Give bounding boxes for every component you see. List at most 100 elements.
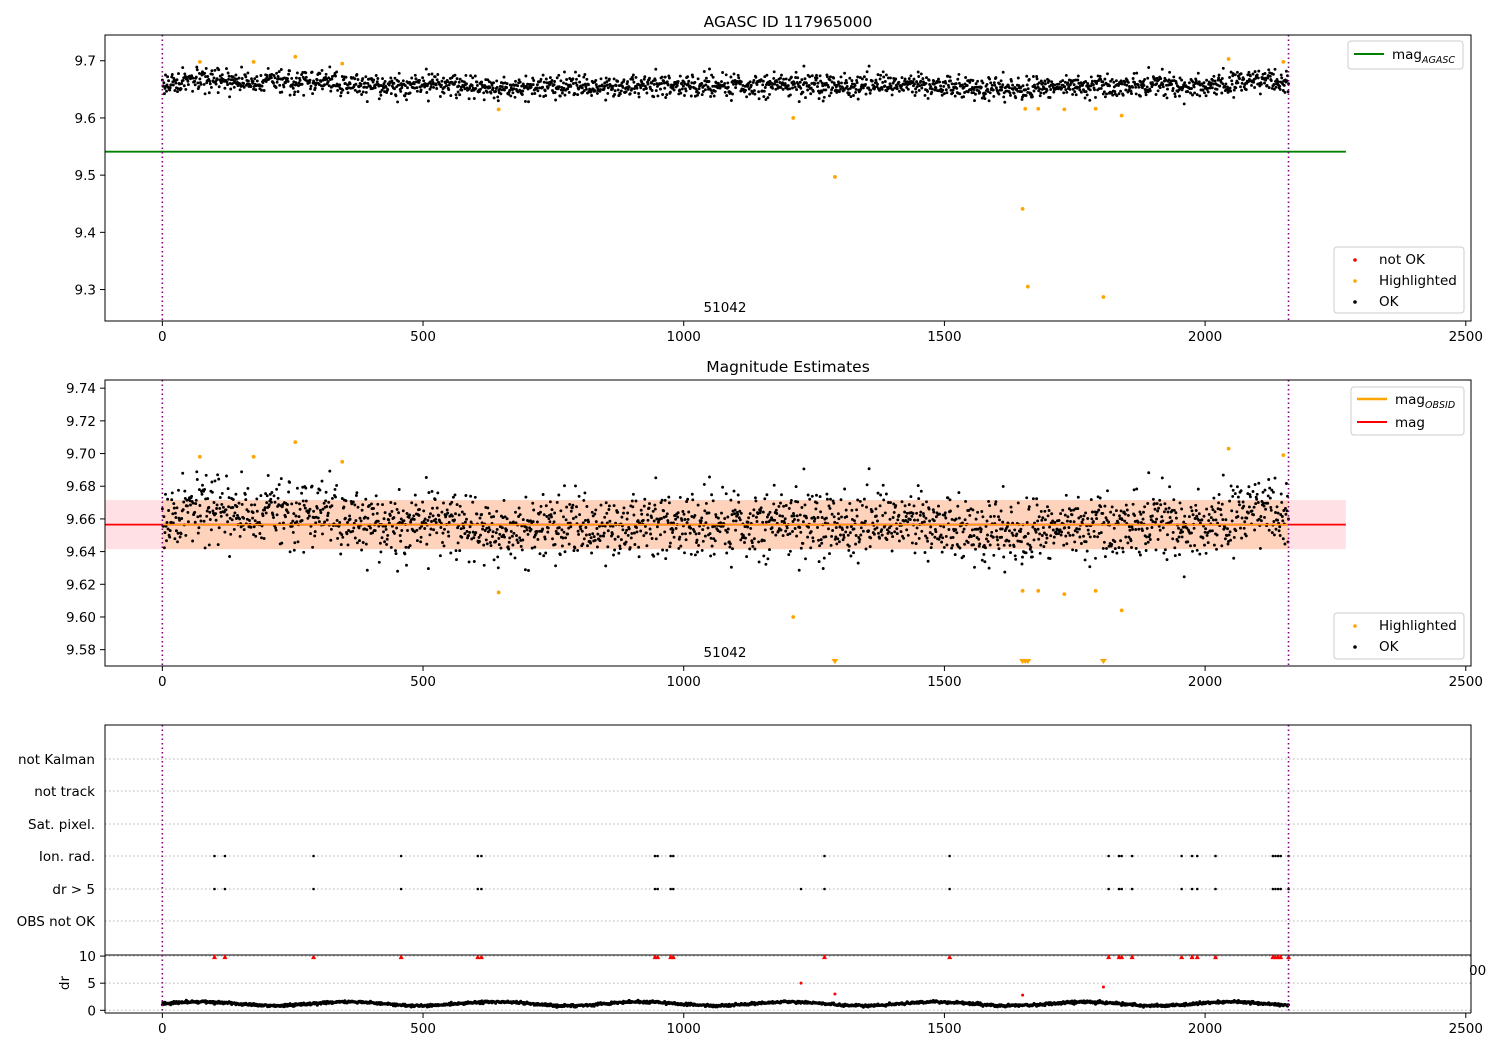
data-point-ok xyxy=(839,533,842,537)
data-point-ok xyxy=(1258,92,1262,96)
data-point-ok xyxy=(1178,94,1181,98)
data-point-ok xyxy=(853,83,857,87)
data-point-ok xyxy=(286,511,290,515)
data-point-ok xyxy=(1274,79,1277,83)
data-point-ok xyxy=(542,513,546,517)
data-point-ok xyxy=(500,85,504,89)
data-point-ok xyxy=(1098,74,1102,78)
data-point-ok xyxy=(1196,487,1200,491)
data-point-ok xyxy=(846,533,850,537)
data-point-ok xyxy=(1025,74,1029,78)
data-point-ok xyxy=(974,517,978,521)
data-point-ok xyxy=(1074,549,1078,552)
data-point-ok xyxy=(1238,77,1241,81)
data-point-ok xyxy=(928,519,932,523)
data-point-ok xyxy=(214,512,218,516)
data-point-ok xyxy=(809,92,813,96)
data-point-ok xyxy=(625,528,629,532)
data-point-ok xyxy=(1031,525,1035,529)
data-point-ok xyxy=(444,513,448,517)
data-point-ok xyxy=(913,551,917,555)
data-point-ok xyxy=(942,84,946,88)
data-point-ok xyxy=(801,90,805,94)
data-point-ok xyxy=(923,93,927,97)
data-point-ok xyxy=(1273,476,1277,480)
data-point-ok xyxy=(384,524,388,528)
data-point-ok xyxy=(577,87,581,91)
data-point-ok xyxy=(182,84,186,88)
data-point-ok xyxy=(812,519,816,523)
data-point-ok xyxy=(208,510,212,514)
data-point-ok xyxy=(511,91,515,95)
data-point-ok xyxy=(1048,525,1052,529)
data-point-ok xyxy=(470,84,474,87)
data-point-ok xyxy=(242,528,246,532)
data-point-ok xyxy=(216,91,220,95)
data-point-ok xyxy=(819,79,823,83)
data-point-ok xyxy=(1029,545,1033,549)
data-point-ok xyxy=(206,497,210,501)
data-point-ok xyxy=(897,80,901,84)
data-point-ok xyxy=(168,535,172,539)
data-point-ok xyxy=(354,82,358,86)
data-point-ok xyxy=(482,543,486,547)
data-point-ok xyxy=(1204,551,1208,555)
data-point-ok xyxy=(1145,88,1149,92)
data-point-ok xyxy=(732,72,736,76)
data-point-ok xyxy=(822,95,826,99)
data-point-ok xyxy=(1143,77,1147,81)
data-point-ok xyxy=(201,483,204,487)
data-point-ok xyxy=(516,84,520,88)
data-point-ok xyxy=(1210,86,1214,90)
data-point-ok xyxy=(620,515,624,519)
data-point-ok xyxy=(546,85,550,89)
data-point-ok xyxy=(181,471,185,475)
data-point-ok xyxy=(560,91,564,95)
data-point-ok xyxy=(387,518,391,522)
data-point-ok xyxy=(374,74,378,77)
data-point-ok xyxy=(771,86,775,90)
data-point-ok xyxy=(395,526,399,530)
data-point-ok xyxy=(844,508,848,512)
data-point-ok xyxy=(828,94,831,98)
data-point-ok xyxy=(225,80,229,84)
data-point-ok xyxy=(427,491,431,495)
data-point-ok xyxy=(626,80,630,84)
data-point-ok xyxy=(1112,526,1116,530)
data-point-ok xyxy=(968,513,972,517)
data-point-ok xyxy=(890,531,894,535)
data-point-ok xyxy=(546,530,550,534)
data-point-ok xyxy=(954,517,958,521)
data-point-ok xyxy=(680,518,684,522)
data-point-ok xyxy=(1078,535,1082,539)
data-point-ok xyxy=(885,538,889,542)
data-point-ok xyxy=(564,518,568,522)
data-point-ok xyxy=(162,546,166,550)
data-point-ok xyxy=(718,530,722,534)
data-point-ok xyxy=(330,496,334,500)
data-point-ok xyxy=(690,492,694,496)
data-point-ok xyxy=(212,76,216,80)
data-point-ok xyxy=(424,476,428,479)
data-point-ok xyxy=(364,497,368,501)
data-point-ok xyxy=(382,82,386,86)
data-point-ok xyxy=(295,486,299,490)
data-point-ok xyxy=(1041,526,1045,530)
data-point-ok xyxy=(646,82,650,86)
data-point-ok xyxy=(1155,517,1159,521)
data-point-ok xyxy=(543,89,547,93)
data-point-ok xyxy=(930,542,934,546)
data-point-ok xyxy=(763,75,767,79)
data-point-ok xyxy=(1006,84,1010,87)
data-point-ok xyxy=(1225,87,1229,91)
data-point-ok xyxy=(763,528,767,532)
data-point-ok xyxy=(781,87,785,91)
data-point-ok xyxy=(174,81,178,85)
panel-agasc-annotation: 51042 xyxy=(704,300,747,316)
data-point-ok xyxy=(1219,513,1223,517)
data-point-ok xyxy=(1160,476,1164,480)
data-point-ok xyxy=(1020,90,1023,94)
panel-dr-data-layer xyxy=(105,954,1471,1013)
data-point-ok xyxy=(382,517,386,521)
data-point-ok xyxy=(589,541,593,545)
